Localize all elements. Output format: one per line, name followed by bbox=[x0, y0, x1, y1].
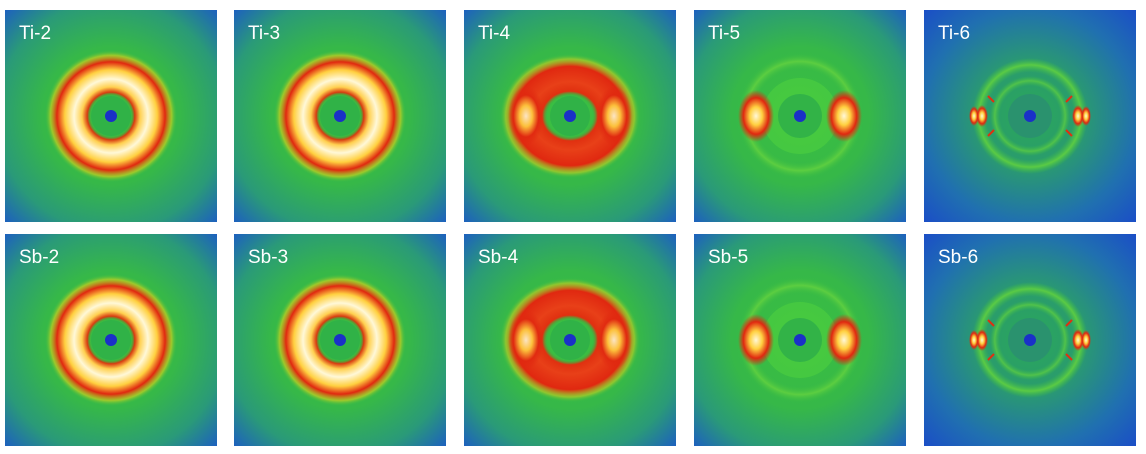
diffraction-spot bbox=[1072, 105, 1084, 127]
scattering-arc bbox=[508, 310, 544, 370]
beam-stop bbox=[334, 334, 346, 346]
diffraction-spot bbox=[1081, 106, 1091, 126]
panel-label: Ti-5 bbox=[708, 23, 740, 44]
beam-stop bbox=[1024, 334, 1036, 346]
scattering-arc bbox=[508, 86, 544, 146]
diffraction-spot bbox=[969, 330, 979, 350]
panel-label: Ti-6 bbox=[938, 23, 970, 44]
panel-label: Sb-4 bbox=[478, 247, 519, 268]
pattern-panel: Sb-4 bbox=[464, 234, 676, 446]
diffraction-streak bbox=[987, 129, 995, 137]
diffraction-streak bbox=[987, 95, 995, 103]
pattern-panel: Ti-6 bbox=[924, 10, 1136, 222]
scattering-arc bbox=[826, 90, 862, 142]
panel-label: Ti-2 bbox=[19, 23, 51, 44]
panel-label: Sb-6 bbox=[938, 247, 978, 268]
panel-label: Ti-3 bbox=[248, 23, 280, 44]
pattern-panel: Ti-4 bbox=[464, 10, 676, 222]
panel-label: Ti-4 bbox=[478, 23, 510, 44]
scattering-arc bbox=[738, 90, 774, 142]
beam-stop bbox=[564, 334, 576, 346]
diffraction-spot bbox=[976, 329, 988, 351]
pattern-panel: Ti-3 bbox=[234, 10, 446, 222]
beam-stop bbox=[564, 110, 576, 122]
panel-label: Sb-2 bbox=[19, 247, 59, 268]
diffraction-streak bbox=[987, 353, 995, 361]
diffraction-streak bbox=[1065, 353, 1073, 361]
beam-stop bbox=[1024, 110, 1036, 122]
pattern-panel: Ti-2 bbox=[5, 10, 217, 222]
diffraction-streak bbox=[987, 319, 995, 327]
diffraction-spot bbox=[1072, 329, 1084, 351]
pattern-panel: Sb-3 bbox=[234, 234, 446, 446]
scattering-arc bbox=[826, 314, 862, 366]
diffraction-spot bbox=[1081, 330, 1091, 350]
scattering-arc bbox=[738, 314, 774, 366]
scattering-arc bbox=[596, 86, 632, 146]
panel-label: Sb-5 bbox=[708, 247, 748, 268]
pattern-panel: Sb-5 bbox=[694, 234, 906, 446]
diffraction-streak bbox=[1065, 95, 1073, 103]
pattern-panel: Sb-6 bbox=[924, 234, 1136, 446]
beam-stop bbox=[334, 110, 346, 122]
pattern-panel: Ti-5 bbox=[694, 10, 906, 222]
diffraction-streak bbox=[1065, 129, 1073, 137]
diffraction-streak bbox=[1065, 319, 1073, 327]
pattern-panel: Sb-2 bbox=[5, 234, 217, 446]
beam-stop bbox=[794, 110, 806, 122]
beam-stop bbox=[794, 334, 806, 346]
panel-label: Sb-3 bbox=[248, 247, 288, 268]
scattering-arc bbox=[596, 310, 632, 370]
beam-stop bbox=[105, 334, 117, 346]
beam-stop bbox=[105, 110, 117, 122]
diffraction-spot bbox=[976, 105, 988, 127]
diffraction-spot bbox=[969, 106, 979, 126]
